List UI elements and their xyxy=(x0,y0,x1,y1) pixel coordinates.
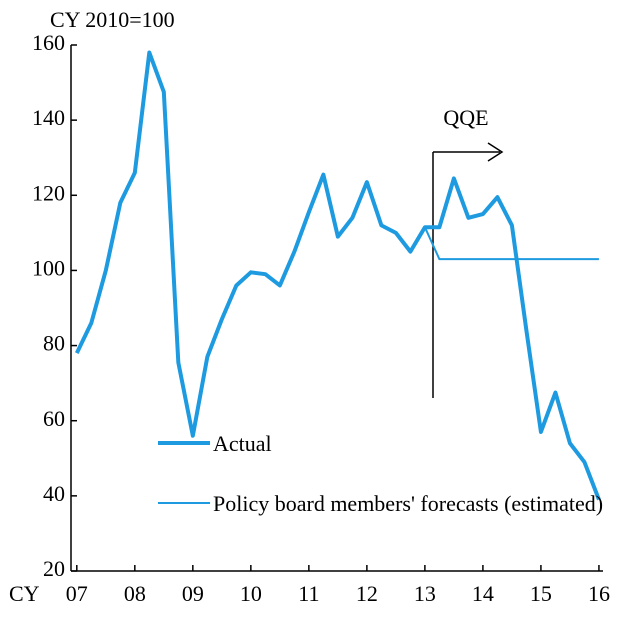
x-tick-label: 11 xyxy=(298,581,319,606)
y-tick-label: 20 xyxy=(43,556,65,581)
x-tick-label: 16 xyxy=(588,581,610,606)
y-tick-label: 160 xyxy=(32,30,65,55)
x-tick-label: 09 xyxy=(182,581,204,606)
x-tick-label: 10 xyxy=(240,581,262,606)
qqe-arrowhead xyxy=(487,142,504,162)
y-axis-label: CY 2010=100 xyxy=(50,7,175,32)
series-line xyxy=(423,226,599,261)
x-tick-label: 13 xyxy=(414,581,436,606)
y-tick-label: 40 xyxy=(43,481,65,506)
y-tick-label: 140 xyxy=(32,105,65,130)
y-tick-label: 60 xyxy=(43,406,65,431)
legend-entry: Actual xyxy=(213,431,272,456)
y-tick-label: 100 xyxy=(32,255,65,280)
x-tick-label: 14 xyxy=(472,581,494,606)
annotation: QQE xyxy=(443,105,488,130)
x-axis-label: CY xyxy=(9,581,40,606)
x-tick-label: 08 xyxy=(124,581,146,606)
y-tick-label: 120 xyxy=(32,180,65,205)
series-line xyxy=(75,50,601,501)
x-tick-label: 12 xyxy=(356,581,378,606)
x-tick-label: 07 xyxy=(66,581,88,606)
x-tick-label: 15 xyxy=(530,581,552,606)
y-tick-label: 80 xyxy=(43,331,65,356)
legend-entry: Policy board members' forecasts (estimat… xyxy=(213,491,604,516)
qqe-marker xyxy=(432,142,504,398)
